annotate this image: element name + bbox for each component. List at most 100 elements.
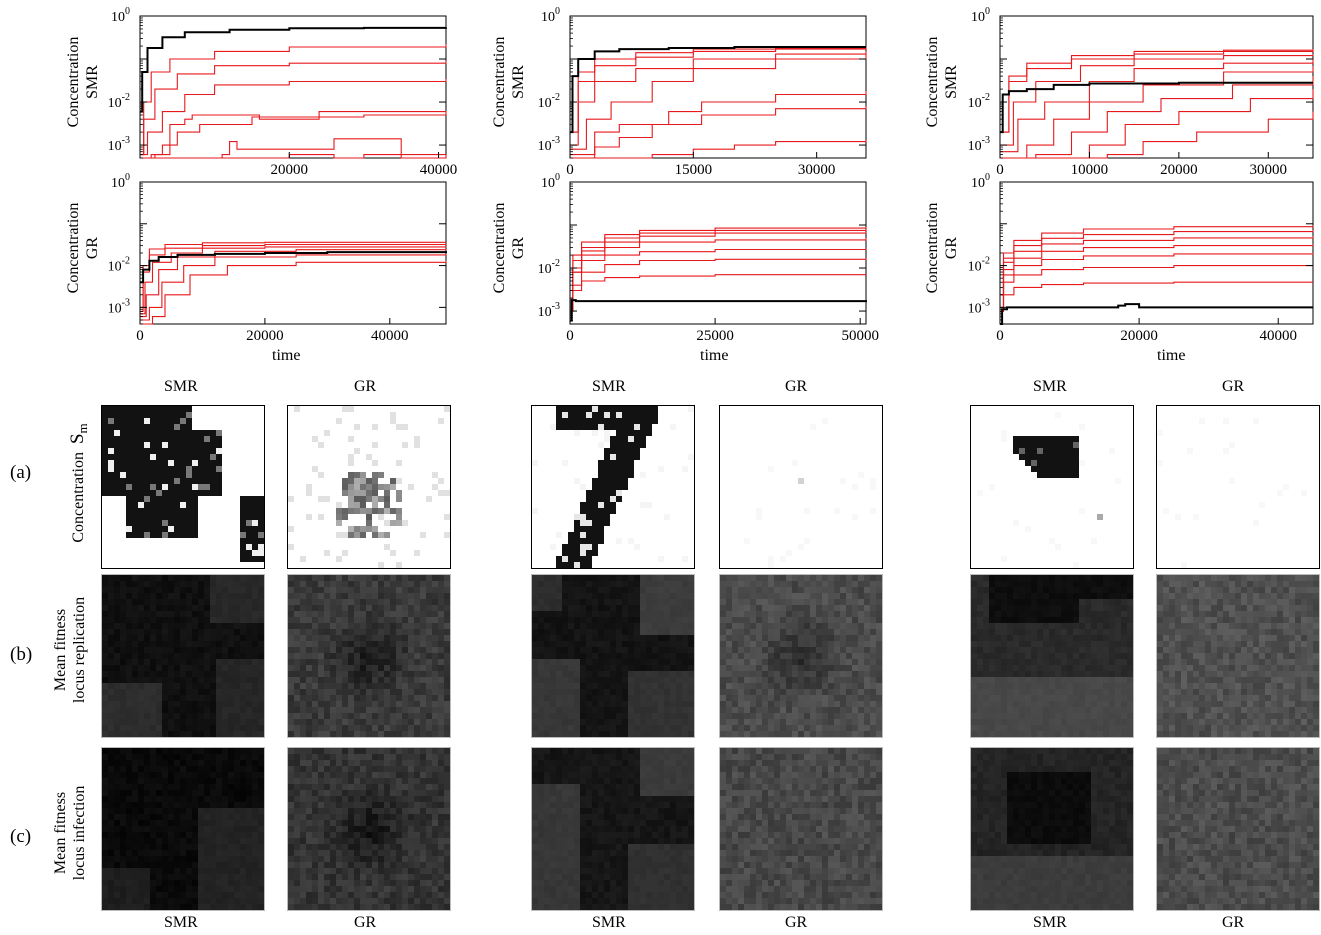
axes-frame-col1-top <box>139 15 447 159</box>
series-col1-bottom-6 <box>140 260 447 325</box>
map-c-smr-1 <box>101 747 265 911</box>
xtick-label-col2-bottom-2: 50000 <box>841 328 879 344</box>
xtick-label-col2-top-2: 30000 <box>798 162 836 178</box>
xtick-label-col3-bottom-2: 40000 <box>1259 328 1297 344</box>
series-col2-bottom-4 <box>570 238 867 299</box>
map-a-gr-1 <box>287 405 451 569</box>
xtick-label-col2-top-1: 15000 <box>675 162 713 178</box>
series-col1-top-5 <box>140 111 447 159</box>
series-col1-bottom-0 <box>140 251 447 284</box>
time-label-2: time <box>700 347 729 364</box>
map-a-gr-3 <box>1156 405 1320 569</box>
series-col3-top-2 <box>1000 50 1314 133</box>
series-col2-top-4 <box>570 54 867 150</box>
series-col3-top-4 <box>1000 59 1314 153</box>
series-col1-bottom-3 <box>140 246 447 315</box>
map-label-smr-bottom-3: SMR <box>1033 914 1067 931</box>
map-label-smr-top-1: SMR <box>164 378 198 395</box>
map-c-smr-3 <box>970 747 1134 911</box>
series-col2-bottom-6 <box>570 258 867 312</box>
series-col3-bottom-7 <box>1000 281 1313 312</box>
xtick-label-col1-top-0: 20000 <box>271 162 309 178</box>
series-col1-top-2 <box>140 61 447 156</box>
ylabel-col3-bottom: Concentration GR <box>924 202 960 294</box>
ytick-label-col1-bottom-1: 10-2 <box>108 256 130 275</box>
series-col1-top-0 <box>140 26 447 113</box>
ytick-label-col3-top-1: 10-2 <box>968 92 990 111</box>
series-col1-bottom-4 <box>140 249 447 318</box>
ylabel-col2-bottom: Concentration GR <box>491 202 527 294</box>
map-label-gr-bottom-3: GR <box>1222 914 1245 931</box>
series-col3-top-6 <box>1000 76 1314 159</box>
ytick-label-col2-top-0: 100 <box>541 6 560 25</box>
row-label-a: (a) <box>10 462 32 483</box>
xtick-label-col3-top-3: 30000 <box>1250 162 1288 178</box>
series-col1-top-3 <box>140 79 447 156</box>
series-col2-top-3 <box>570 51 867 146</box>
ytick-label-col3-bottom-1: 10-2 <box>968 256 990 275</box>
row-a-side-label: Concentration Sm <box>66 423 91 543</box>
map-a-smr-3 <box>970 405 1134 569</box>
xtick-label-col2-bottom-0: 0 <box>566 328 574 344</box>
xtick-label-col1-bottom-1: 20000 <box>246 328 284 344</box>
xtick-label-col3-bottom-0: 0 <box>996 328 1004 344</box>
ytick-label-col3-top-0: 100 <box>971 6 990 25</box>
xtick-label-col3-top-2: 20000 <box>1160 162 1198 178</box>
series-col3-top-8 <box>1000 111 1314 159</box>
series-col3-bottom-5 <box>1000 253 1314 308</box>
ytick-label-col1-top-2: 10-3 <box>108 135 130 154</box>
map-b-smr-2 <box>531 574 695 738</box>
series-col2-bottom-0 <box>570 299 867 322</box>
series-col2-top-6 <box>570 106 867 159</box>
map-b-gr-1 <box>287 574 451 738</box>
series-col3-top-7 <box>1000 89 1314 159</box>
row-label-b: (b) <box>10 644 33 665</box>
xtick-label-col1-bottom-0: 0 <box>136 328 144 344</box>
series-col2-bottom-7 <box>570 274 866 312</box>
series-col2-top-2 <box>570 48 867 133</box>
ytick-label-col2-top-1: 10-2 <box>538 92 560 111</box>
ytick-label-col2-bottom-2: 10-3 <box>538 301 560 320</box>
series-col1-top-1 <box>140 44 447 156</box>
map-b-smr-3 <box>970 574 1134 738</box>
xtick-label-col2-top-0: 0 <box>566 162 574 178</box>
map-a-smr-2 <box>531 405 695 569</box>
map-label-gr-top-1: GR <box>354 378 377 395</box>
map-a-smr-1 <box>101 405 265 569</box>
series-col1-top-4 <box>140 113 447 159</box>
series-col3-bottom-4 <box>1000 244 1314 308</box>
map-c-gr-1 <box>287 747 451 911</box>
series-col1-top-7 <box>140 154 447 159</box>
xtick-label-col1-top-1: 40000 <box>420 162 458 178</box>
series-col2-top-1 <box>570 47 867 133</box>
series-col2-top-0 <box>570 46 866 134</box>
map-a-gr-2 <box>719 405 883 569</box>
map-label-smr-top-2: SMR <box>592 378 626 395</box>
map-label-gr-bottom-2: GR <box>785 914 808 931</box>
series-col3-bottom-3 <box>1000 236 1314 296</box>
ytick-label-col3-top-2: 10-3 <box>968 135 990 154</box>
time-label-3: time <box>1157 347 1186 364</box>
row-b-side-label: Mean fitness locus replication <box>52 596 88 704</box>
ytick-label-col2-bottom-1: 10-2 <box>538 258 560 277</box>
axes-frame-col3-bottom <box>999 181 1314 325</box>
ytick-label-col1-top-0: 100 <box>111 6 130 25</box>
ylabel-col1-top: Concentration SMR <box>65 36 101 128</box>
ylabel-col1-bottom: Concentration GR <box>65 202 101 294</box>
series-col2-top-5 <box>570 91 867 156</box>
ytick-label-col1-bottom-0: 100 <box>111 172 130 191</box>
ytick-label-col3-bottom-2: 10-3 <box>968 297 990 316</box>
ylabel-col2-top: Concentration SMR <box>491 36 527 128</box>
axes-frame-col2-top <box>569 15 867 159</box>
series-col1-top-6 <box>140 138 446 159</box>
xtick-label-col2-bottom-1: 25000 <box>696 328 734 344</box>
ytick-label-col2-bottom-0: 100 <box>541 172 560 191</box>
map-label-gr-top-2: GR <box>785 378 808 395</box>
map-label-smr-top-3: SMR <box>1033 378 1067 395</box>
series-col3-bottom-0 <box>1000 303 1313 325</box>
map-c-gr-2 <box>719 747 883 911</box>
axes-frame-col2-bottom <box>569 181 867 325</box>
map-b-gr-3 <box>1156 574 1320 738</box>
ytick-label-col1-bottom-2: 10-3 <box>108 297 130 316</box>
